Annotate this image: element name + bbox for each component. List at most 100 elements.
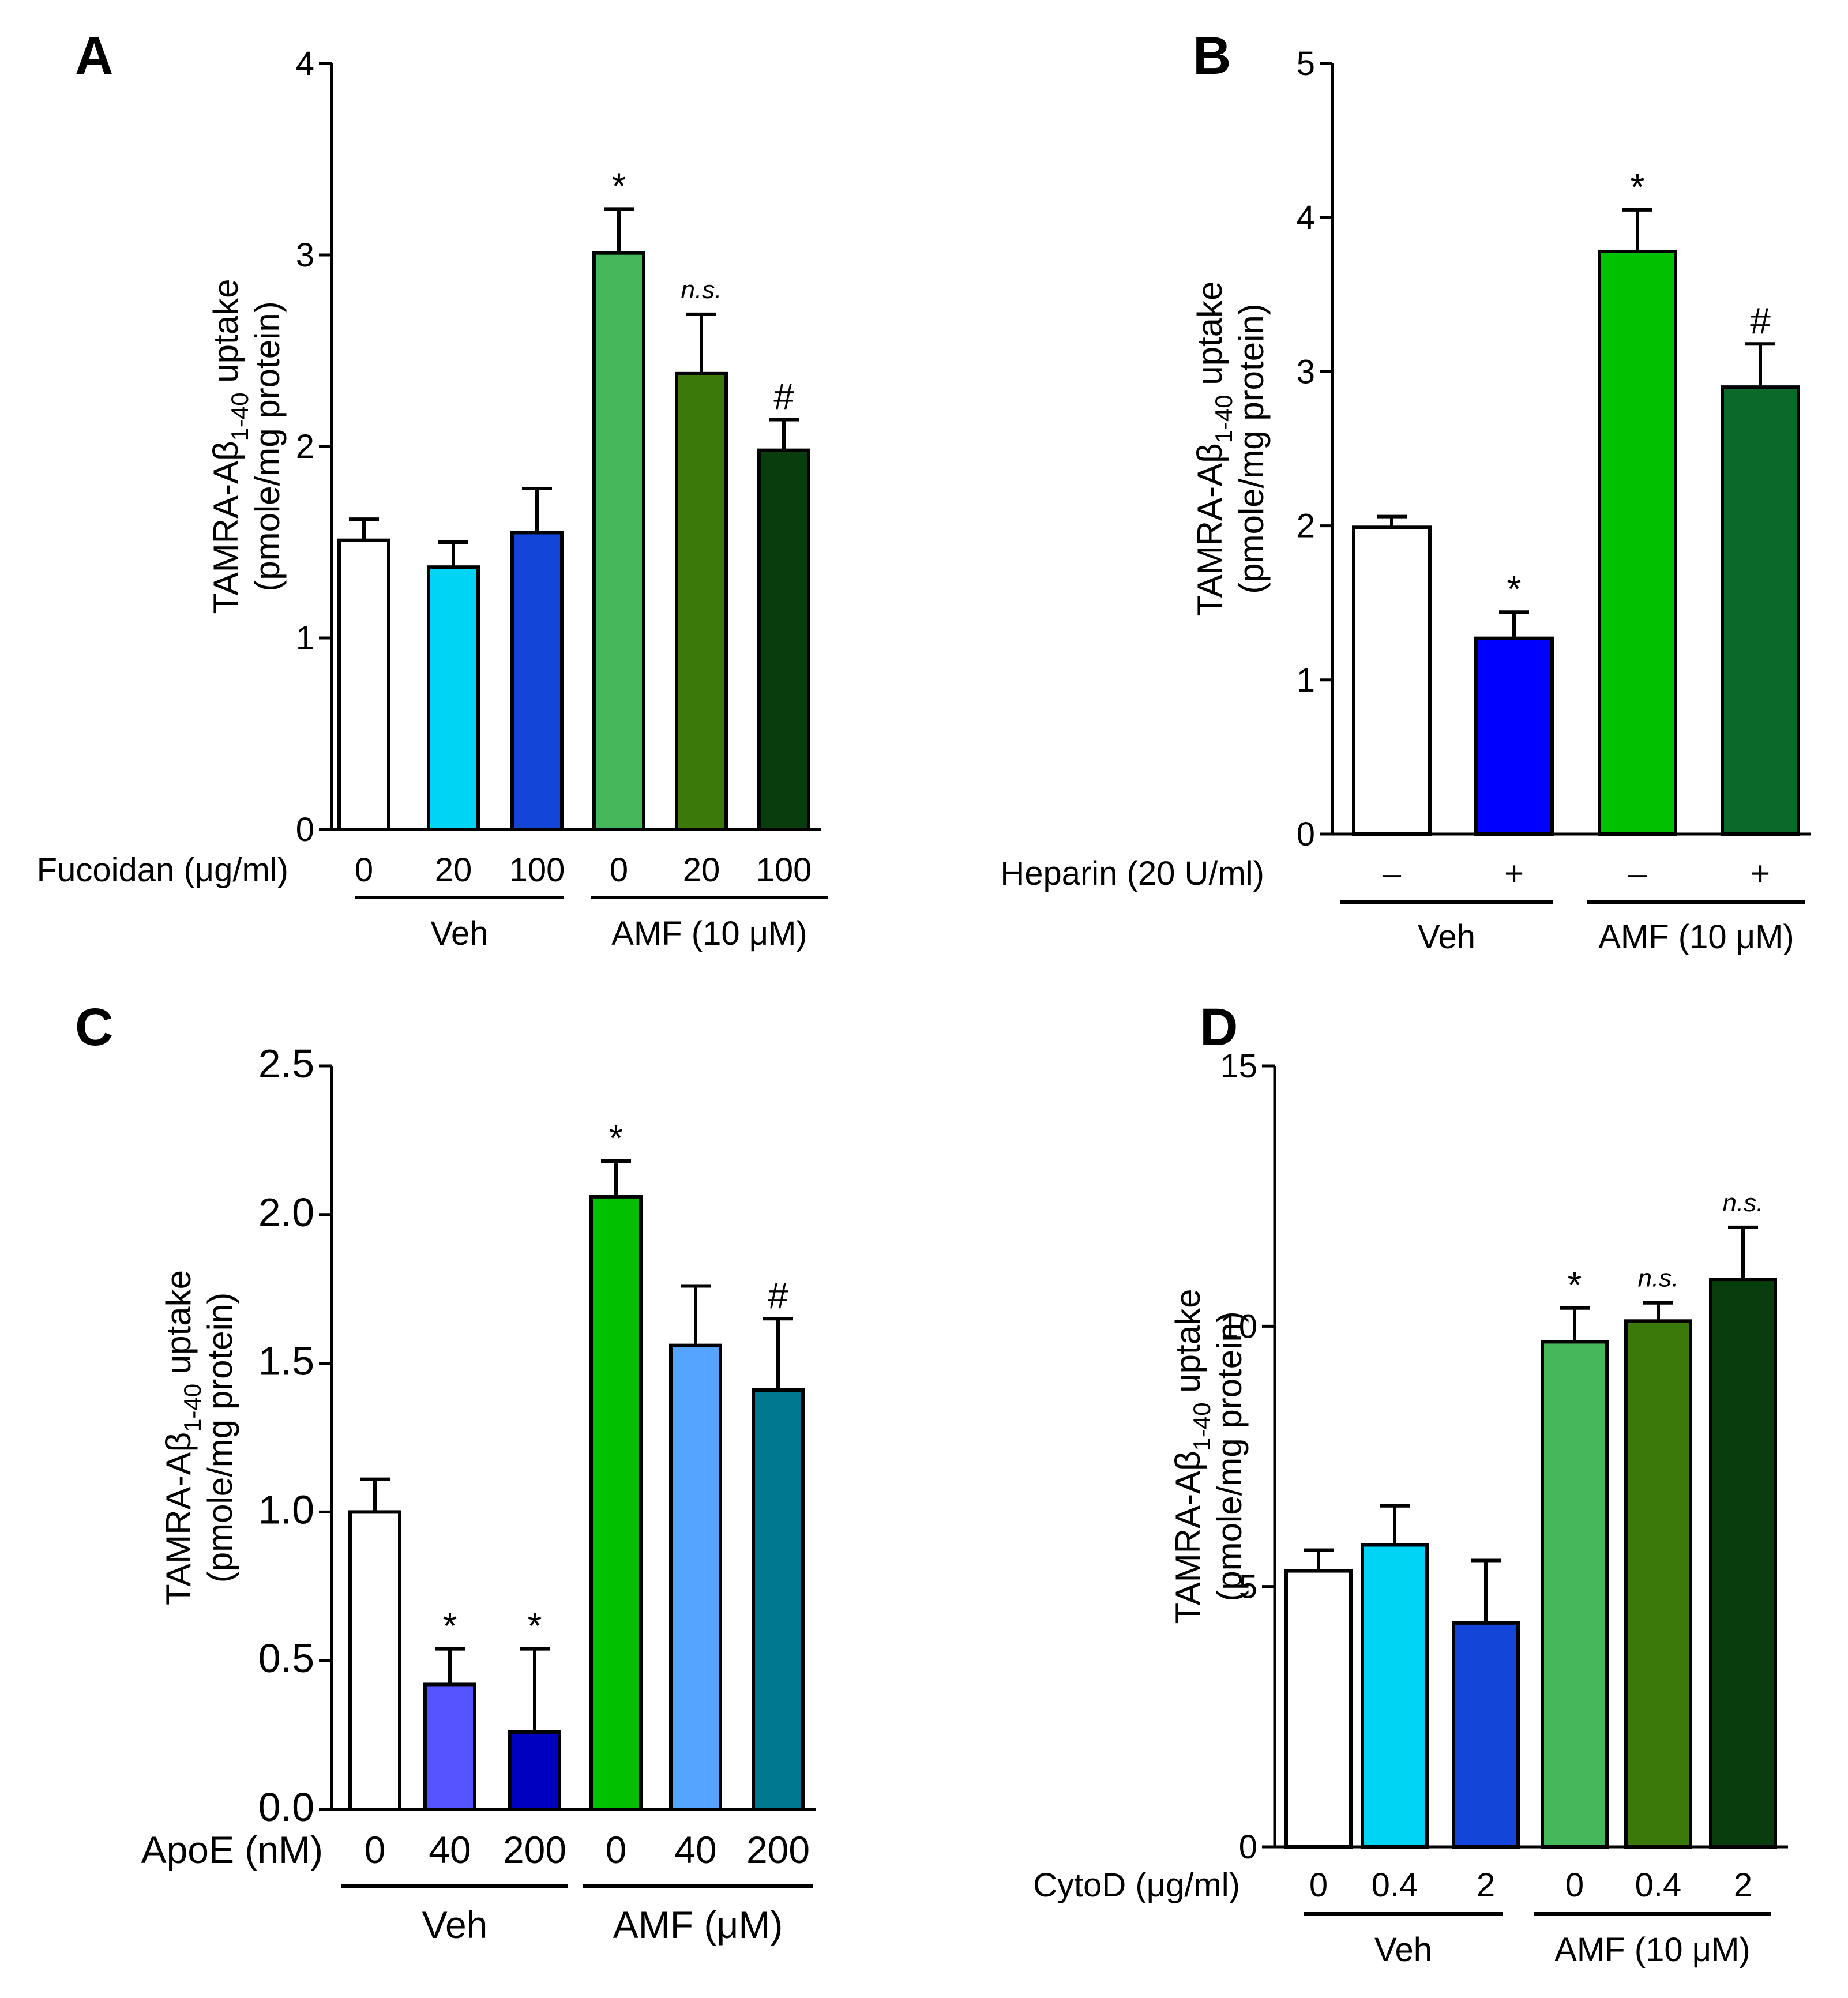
bar	[337, 538, 390, 831]
bar	[589, 1195, 643, 1811]
bar	[757, 448, 810, 831]
y-axis-label-units: (pmole/mg protein)	[1232, 303, 1271, 594]
category-label: –	[1383, 855, 1402, 892]
category-label: 2	[1477, 1866, 1495, 1904]
y-axis-label-end: uptake	[1169, 1289, 1207, 1403]
y-tick-label: 2.5	[258, 1041, 314, 1086]
category-label: +	[1751, 855, 1770, 892]
category-label: 20	[435, 851, 472, 889]
y-tick-label: 5	[1297, 45, 1315, 82]
bar	[427, 565, 480, 831]
category-label: 200	[503, 1828, 566, 1871]
group-label: Veh	[1418, 918, 1475, 956]
y-tick-label: 1.5	[258, 1339, 314, 1384]
y-tick-label: 2	[1297, 508, 1315, 545]
factor-label: Heparin (20 U/ml)	[1000, 855, 1264, 892]
bar	[1474, 636, 1554, 836]
significance-label: #	[1750, 300, 1771, 341]
factor-label: Fucoidan (μg/ml)	[37, 851, 288, 889]
significance-label: n.s.	[1723, 1189, 1764, 1217]
significance-label: *	[1507, 568, 1522, 610]
group-label: AMF (μM)	[613, 1903, 783, 1946]
y-tick-label: 4	[1297, 199, 1315, 236]
y-tick-label: 5	[1239, 1568, 1257, 1606]
significance-label: #	[773, 376, 794, 418]
y-tick-label: 1.0	[258, 1487, 314, 1532]
y-axis-label-units: (pmole/mg protein)	[1210, 1311, 1249, 1602]
y-tick-label: 3	[296, 236, 314, 274]
significance-label: *	[1631, 166, 1645, 208]
category-label: 0	[355, 851, 373, 889]
category-label: +	[1504, 855, 1524, 892]
y-axis-label-subscript: 1-40	[1210, 395, 1237, 443]
y-axis-label-units: (pmole/mg protein)	[201, 1293, 239, 1583]
y-axis-label-main: TAMRA-Aβ	[1169, 1451, 1207, 1624]
panel-letter: C	[75, 998, 113, 1057]
panel-d: D 0 5 10 15 TAMRA-Aβ1-40 uptake (pmole/mg prot…	[1033, 998, 1788, 1969]
y-axis-label: TAMRA-Aβ1-40 uptake	[206, 279, 253, 614]
significance-label: *	[528, 1605, 542, 1647]
y-tick-label: 15	[1220, 1047, 1257, 1085]
group-label: Veh	[1374, 1931, 1432, 1969]
y-axis-label-main: TAMRA-Aβ	[1190, 443, 1229, 616]
y-tick-label: 3	[1297, 353, 1315, 390]
panel-letter: B	[1193, 27, 1231, 85]
category-label: 100	[756, 851, 812, 889]
panel-letter: A	[75, 27, 113, 85]
panel-a: A 0 1 2 3 4 TAMRA-Aβ1-40 uptake (pmole/mg prote…	[37, 27, 828, 952]
significance-label: n.s.	[681, 276, 722, 304]
category-label: 0.4	[1372, 1866, 1418, 1904]
y-tick-label: 0.0	[258, 1785, 314, 1830]
y-tick-label: 1	[296, 619, 314, 657]
category-label: 0	[610, 851, 628, 889]
y-axis-label: TAMRA-Aβ1-40 uptake	[1169, 1289, 1215, 1624]
category-label: 40	[674, 1828, 716, 1871]
category-label: 20	[683, 851, 720, 889]
bar	[1452, 1621, 1520, 1849]
y-axis-label-subscript: 1-40	[179, 1384, 206, 1432]
bar	[1352, 525, 1432, 836]
bar	[669, 1343, 722, 1812]
significance-label: *	[612, 165, 626, 206]
y-tick-label: 1	[1297, 662, 1315, 699]
category-label: 200	[746, 1828, 810, 1871]
y-axis-label: TAMRA-Aβ1-40 uptake	[1190, 281, 1237, 617]
factor-label: CytoD (μg/ml)	[1033, 1866, 1240, 1904]
category-label: 100	[509, 851, 565, 889]
y-axis-label-end: uptake	[159, 1270, 198, 1384]
bar	[752, 1388, 805, 1811]
y-tick-label: 2	[296, 428, 314, 465]
y-axis-label: TAMRA-Aβ1-40 uptake	[159, 1270, 206, 1605]
y-axis-label-subscript: 1-40	[1188, 1402, 1215, 1451]
group-label: Veh	[422, 1903, 488, 1946]
y-axis-label-main: TAMRA-Aβ	[206, 441, 245, 614]
bar	[1709, 1278, 1777, 1849]
significance-label: n.s.	[1638, 1264, 1679, 1293]
bar	[423, 1682, 476, 1811]
factor-label: ApoE (nM)	[141, 1828, 323, 1871]
significance-label: *	[609, 1117, 623, 1159]
y-axis-label-main: TAMRA-Aβ	[159, 1432, 198, 1605]
category-label: 2	[1734, 1866, 1752, 1904]
y-axis-label-end: uptake	[206, 279, 245, 393]
bar	[592, 251, 645, 831]
bar	[1541, 1340, 1609, 1849]
group-label: AMF (10 μM)	[611, 915, 807, 952]
y-axis-label-subscript: 1-40	[226, 392, 253, 441]
bar	[675, 371, 728, 831]
category-label: 40	[429, 1828, 471, 1871]
bar	[1284, 1569, 1353, 1849]
category-label: 0	[1565, 1866, 1584, 1904]
significance-label: #	[768, 1275, 788, 1316]
bar	[508, 1730, 561, 1812]
group-label: Veh	[431, 915, 489, 952]
bar	[1598, 249, 1677, 836]
y-tick-label: 0	[1239, 1828, 1257, 1866]
category-label: 0	[606, 1828, 627, 1871]
bar	[1361, 1543, 1429, 1849]
y-tick-label: 10	[1220, 1308, 1257, 1345]
panel-b: B 0 1 2 3 4 5 TAMRA-Aβ1-40 uptake (pmole/mg prot…	[1000, 27, 1811, 956]
y-tick-label: 0	[296, 811, 314, 848]
bar	[510, 531, 564, 831]
